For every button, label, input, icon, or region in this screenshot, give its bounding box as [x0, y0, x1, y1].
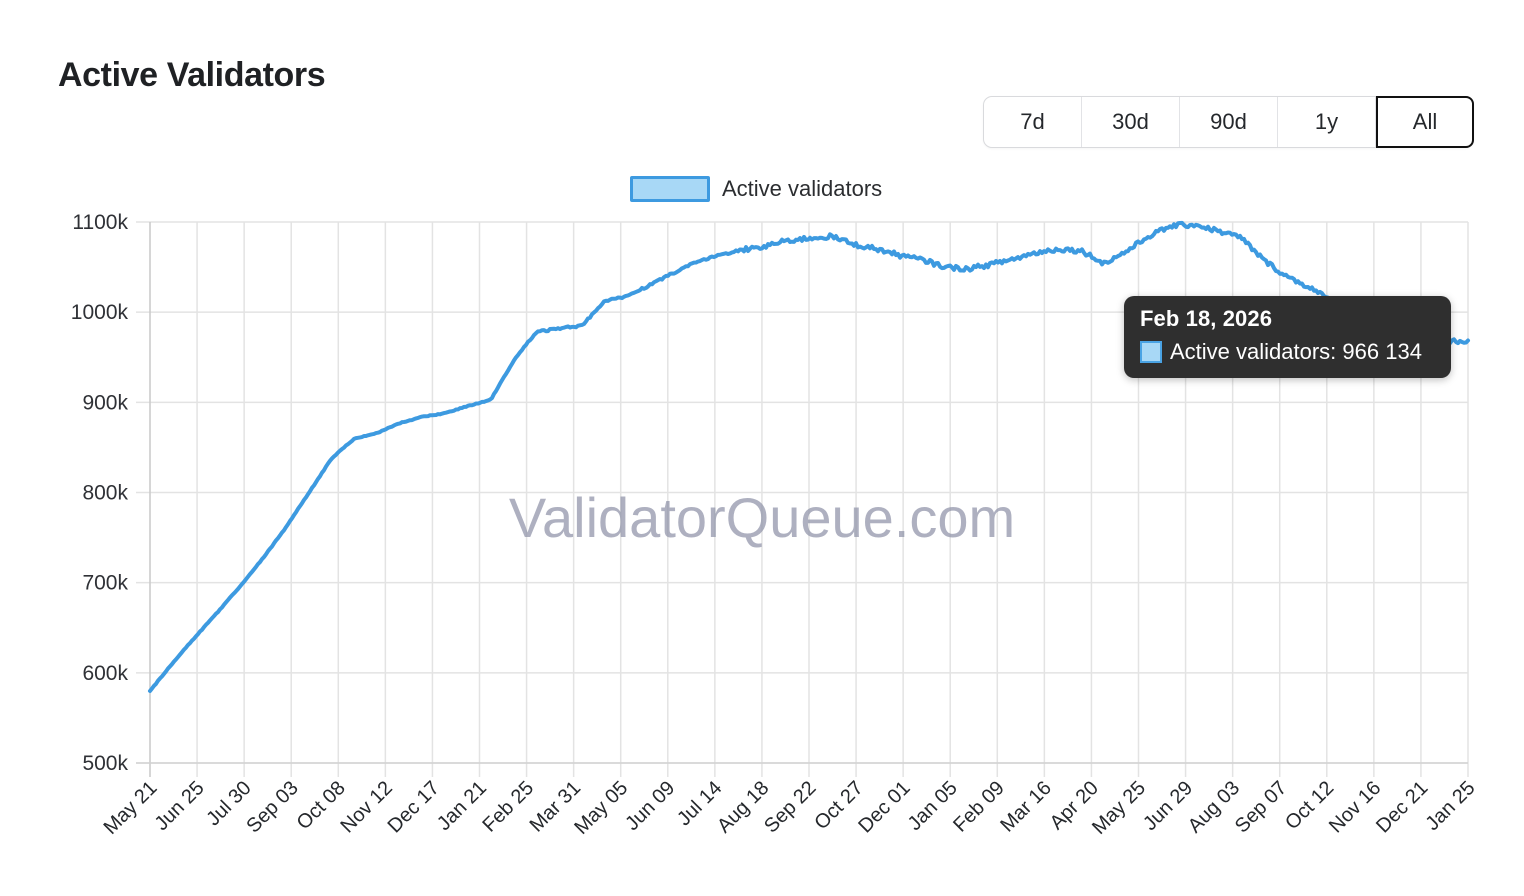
series-active-validators	[148, 220, 1470, 693]
page-title: Active Validators	[58, 55, 326, 94]
range-button-90d[interactable]: 90d	[1180, 97, 1278, 147]
x-axis-tick-label: Dec 01	[854, 777, 914, 837]
x-axis-tick-label: Jan 05	[904, 777, 962, 835]
x-axis-tick-label: Nov 16	[1325, 777, 1385, 837]
x-axis-tick-label: Aug 18	[713, 777, 773, 837]
x-axis-tick-label: Feb 09	[949, 777, 1009, 837]
x-axis-tick-label: May 25	[1088, 777, 1150, 839]
chart-legend[interactable]: Active validators	[630, 176, 882, 202]
x-axis-tick-label: Feb 25	[479, 777, 539, 837]
tooltip-value: Active validators: 966 134	[1170, 339, 1422, 364]
x-axis-tick-label: May 21	[100, 777, 162, 839]
tooltip-date: Feb 18, 2026	[1140, 306, 1273, 331]
y-axis-tick-label: 500k	[82, 752, 128, 775]
tooltip-swatch-icon	[1140, 341, 1162, 363]
watermark-label: ValidatorQueue.com	[509, 486, 1015, 549]
x-axis-tick-label: Sep 22	[760, 777, 820, 837]
time-range-selector[interactable]: 7d 30d 90d 1y All	[983, 96, 1474, 148]
x-axis-tick-label: May 05	[570, 777, 632, 839]
x-axis-tick-label: Dec 21	[1372, 777, 1432, 837]
x-axis-tick-label: Jan 21	[433, 777, 491, 835]
x-axis-tick-label: Sep 07	[1231, 777, 1291, 837]
x-axis-tick-label: Jun 09	[621, 777, 679, 835]
y-axis-tick-label: 900k	[82, 391, 128, 414]
x-axis-tick-label: Sep 03	[242, 777, 302, 837]
tooltip-series-row: Active validators: 966 134	[1140, 339, 1435, 365]
legend-swatch-active-validators	[630, 176, 710, 202]
y-axis-tick-label: 1100k	[72, 211, 128, 234]
x-axis-tick-label: Aug 03	[1184, 777, 1244, 837]
range-button-30d[interactable]: 30d	[1082, 97, 1180, 147]
x-axis-tick-label: Jan 25	[1422, 777, 1480, 835]
y-axis-tick-label: 1000k	[71, 301, 129, 324]
legend-label-active-validators: Active validators	[722, 176, 883, 201]
y-axis-tick-label: 600k	[82, 662, 128, 685]
y-axis-tick-label: 700k	[82, 572, 128, 595]
range-button-7d[interactable]: 7d	[984, 97, 1082, 147]
range-button-all[interactable]: All	[1376, 96, 1474, 148]
chart-tooltip: Feb 18, 2026 Active validators: 966 134	[1124, 296, 1451, 378]
x-axis-tick-label: Jun 25	[151, 777, 209, 835]
x-axis-tick-label: Nov 12	[337, 777, 397, 837]
series-line-active-validators	[148, 220, 1470, 693]
y-axis-tick-labels: 1100k 1000k 900k 800k 700k 600k 500k	[71, 211, 129, 775]
y-axis-tick-label: 800k	[82, 482, 128, 505]
x-axis-tick-label: Dec 17	[384, 777, 444, 837]
x-axis-tick-label: Mar 16	[996, 777, 1056, 837]
range-button-1y[interactable]: 1y	[1278, 97, 1376, 147]
